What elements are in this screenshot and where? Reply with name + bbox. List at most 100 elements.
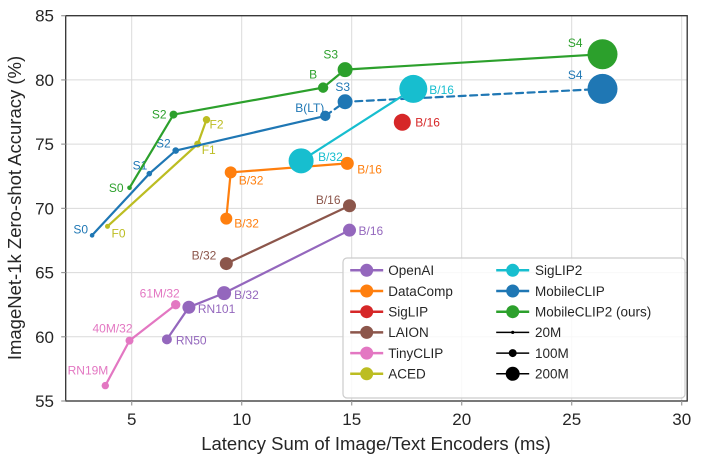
y-tick-label: 60 [35, 328, 54, 347]
data-point [171, 299, 181, 310]
x-tick-label: 15 [342, 410, 361, 429]
legend-series-marker [506, 305, 520, 319]
data-point [146, 170, 153, 177]
point-label: RN19M [68, 364, 109, 378]
data-point [169, 110, 178, 119]
point-label: B/16 [429, 83, 454, 97]
data-point [393, 113, 411, 131]
legend-item-label: DataComp [388, 284, 453, 299]
data-point [125, 336, 134, 345]
point-label: S3 [335, 80, 350, 94]
legend-series-marker [360, 263, 374, 277]
series-line-solid [225, 162, 349, 220]
legend-series-marker [506, 284, 520, 298]
data-point [101, 381, 110, 390]
point-label: F1 [202, 143, 216, 157]
legend-item-label: MobileCLIP [535, 284, 605, 299]
data-point [288, 148, 314, 174]
legend-size-marker [505, 366, 520, 381]
data-point [587, 73, 618, 104]
data-point [89, 233, 95, 238]
legend-item-label: TinyCLIP [388, 346, 443, 361]
data-point [202, 116, 211, 124]
data-point [219, 257, 233, 271]
point-label: B(LT) [295, 101, 324, 115]
data-point [337, 62, 353, 78]
x-tick-label: 10 [232, 410, 251, 429]
series-line-solid [91, 114, 327, 237]
legend-frame [342, 257, 686, 399]
data-point [161, 334, 172, 345]
legend-item-label: SigLIP2 [535, 263, 582, 278]
point-label: B/32 [318, 150, 343, 164]
point-label: B/32 [192, 249, 217, 263]
legend-size-marker [511, 330, 515, 334]
point-label: 40M/32 [92, 322, 132, 336]
y-tick-label: 65 [35, 264, 54, 283]
point-label: B/32 [234, 288, 259, 302]
point-label: S2 [152, 108, 167, 122]
y-axis-label: ImageNet-1k Zero-shot Accuracy (%) [4, 56, 25, 360]
data-point [320, 110, 331, 122]
point-label: B [309, 68, 317, 82]
legend-item-label: MobileCLIP2 (ours) [535, 305, 651, 320]
x-tick-label: 25 [562, 410, 581, 429]
x-tick-label: 30 [672, 410, 691, 429]
point-label: F0 [112, 226, 126, 240]
point-label: RN50 [176, 333, 207, 347]
point-label: S4 [568, 68, 583, 82]
series-line-solid [165, 229, 351, 341]
legend-series-marker [360, 346, 374, 360]
data-point [337, 94, 353, 110]
data-point [224, 166, 237, 179]
x-tick-label: 5 [127, 410, 136, 429]
y-tick-label: 70 [35, 199, 54, 218]
point-label: S0 [109, 181, 124, 195]
data-point [182, 300, 196, 314]
point-label: B/32 [239, 173, 264, 187]
legend-series-marker [360, 305, 374, 319]
legend-item-label: ACED [388, 367, 426, 382]
tick-layer: 5 10 15 20 25 30 55 60 65 70 75 80 85 [35, 7, 691, 429]
legend-item-label: 20M [535, 325, 561, 340]
point-label: B/16 [359, 224, 384, 238]
point-label: F2 [210, 118, 224, 132]
point-label: S3 [323, 48, 338, 62]
y-tick-label: 80 [35, 71, 54, 90]
point-label: S2 [156, 137, 171, 151]
data-point [587, 39, 618, 70]
series-layer: RN50RN101B/32B/16B/32B/32B/16B/16B/32B/1… [68, 36, 618, 390]
point-label: S4 [568, 36, 583, 50]
series-line-solid [300, 87, 415, 162]
data-point [343, 199, 356, 213]
point-label: S0 [73, 222, 88, 236]
data-point [343, 223, 356, 237]
x-axis-label: Latency Sum of Image/Text Encoders (ms) [201, 433, 551, 454]
y-tick-label: 75 [35, 135, 54, 154]
data-point [105, 223, 110, 229]
legend-series-marker [360, 325, 374, 339]
data-point [220, 212, 233, 225]
point-label: B/16 [357, 162, 382, 176]
legend-item-label: SigLIP [388, 305, 428, 320]
series-line-solid [225, 204, 351, 265]
point-label: B/16 [316, 193, 341, 207]
data-point [317, 82, 329, 93]
data-point [172, 147, 179, 154]
point-label: B/16 [415, 115, 440, 129]
legend-item-label: OpenAI [388, 263, 434, 278]
point-label: 61M/32 [140, 287, 180, 301]
data-point [127, 185, 132, 191]
legend-item-label: 200M [535, 367, 569, 382]
legend-series-marker [360, 284, 374, 298]
point-label: RN101 [198, 302, 236, 316]
legend: OpenAI DataComp SigLIP LAION TinyCLIP ACED Sig… [342, 257, 686, 399]
point-label: B/32 [234, 217, 259, 231]
data-point [340, 156, 354, 170]
y-tick-label: 85 [35, 7, 54, 26]
data-point [217, 286, 232, 301]
series-line-solid [104, 303, 177, 387]
y-tick-label: 55 [35, 392, 54, 411]
